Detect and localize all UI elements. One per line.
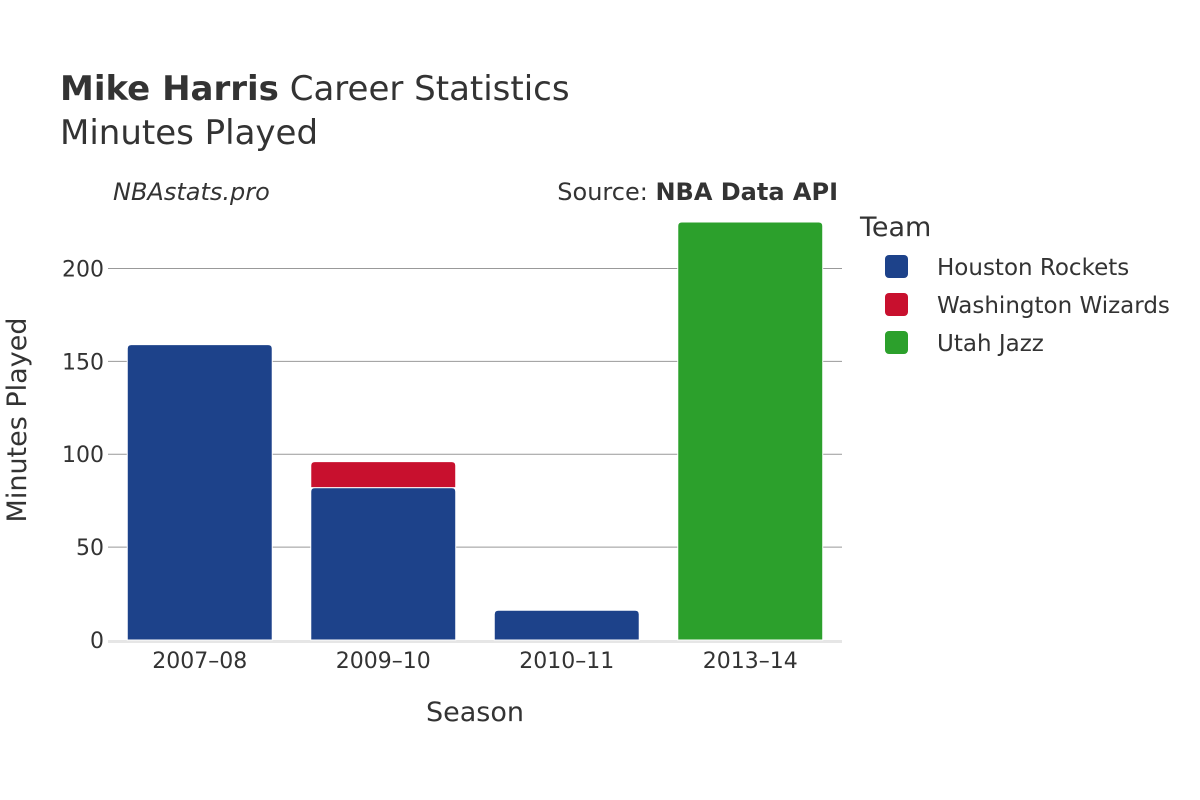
y-tick-label: 200 (62, 257, 104, 282)
legend-swatch[interactable] (885, 293, 908, 316)
y-tick-label: 100 (62, 443, 104, 468)
legend-label[interactable]: Washington Wizards (937, 293, 1170, 319)
chart-subtitle: Minutes Played (60, 113, 318, 153)
source-prefix: Source: (557, 178, 655, 206)
bar-utah-jazz[interactable] (677, 221, 824, 641)
legend-title: Team (859, 212, 931, 243)
legend-items: Houston Rockets Washington Wizards Utah Ja… (885, 255, 1170, 357)
bar-houston-rockets[interactable] (126, 344, 273, 641)
y-axis-title: Minutes Played (2, 318, 33, 523)
bar-houston-rockets[interactable] (493, 609, 640, 641)
title-rest: Career Statistics (279, 69, 570, 109)
bar-washington-wizards[interactable] (310, 461, 457, 489)
x-tick-label: 2013–14 (703, 649, 798, 674)
x-tick-label: 2010–11 (519, 649, 614, 674)
legend-swatch[interactable] (885, 331, 908, 354)
source-note: Source: NBA Data API (557, 178, 838, 206)
x-tick-label: 2007–08 (152, 649, 247, 674)
x-axis-title: Season (426, 697, 524, 728)
source-name: NBA Data API (655, 178, 838, 206)
bar-houston-rockets[interactable] (310, 487, 457, 641)
watermark: NBAstats.pro (113, 178, 270, 206)
player-name: Mike Harris (60, 69, 279, 109)
legend-label[interactable]: Houston Rockets (937, 255, 1129, 281)
y-tick-label: 0 (90, 629, 104, 654)
bars (126, 221, 824, 641)
legend-swatch[interactable] (885, 255, 908, 278)
x-axis-ticks: 2007–08 2009–10 2010–11 2013–14 (152, 649, 797, 674)
y-tick-label: 50 (76, 536, 104, 561)
legend: Team Houston Rockets Washington Wizards Ut… (859, 212, 1170, 357)
x-tick-label: 2009–10 (336, 649, 431, 674)
y-tick-label: 150 (62, 350, 104, 375)
y-axis-ticks: 0 50 100 150 200 (62, 257, 104, 654)
legend-label[interactable]: Utah Jazz (937, 331, 1044, 357)
chart-title: Mike Harris Career Statistics (60, 69, 570, 109)
